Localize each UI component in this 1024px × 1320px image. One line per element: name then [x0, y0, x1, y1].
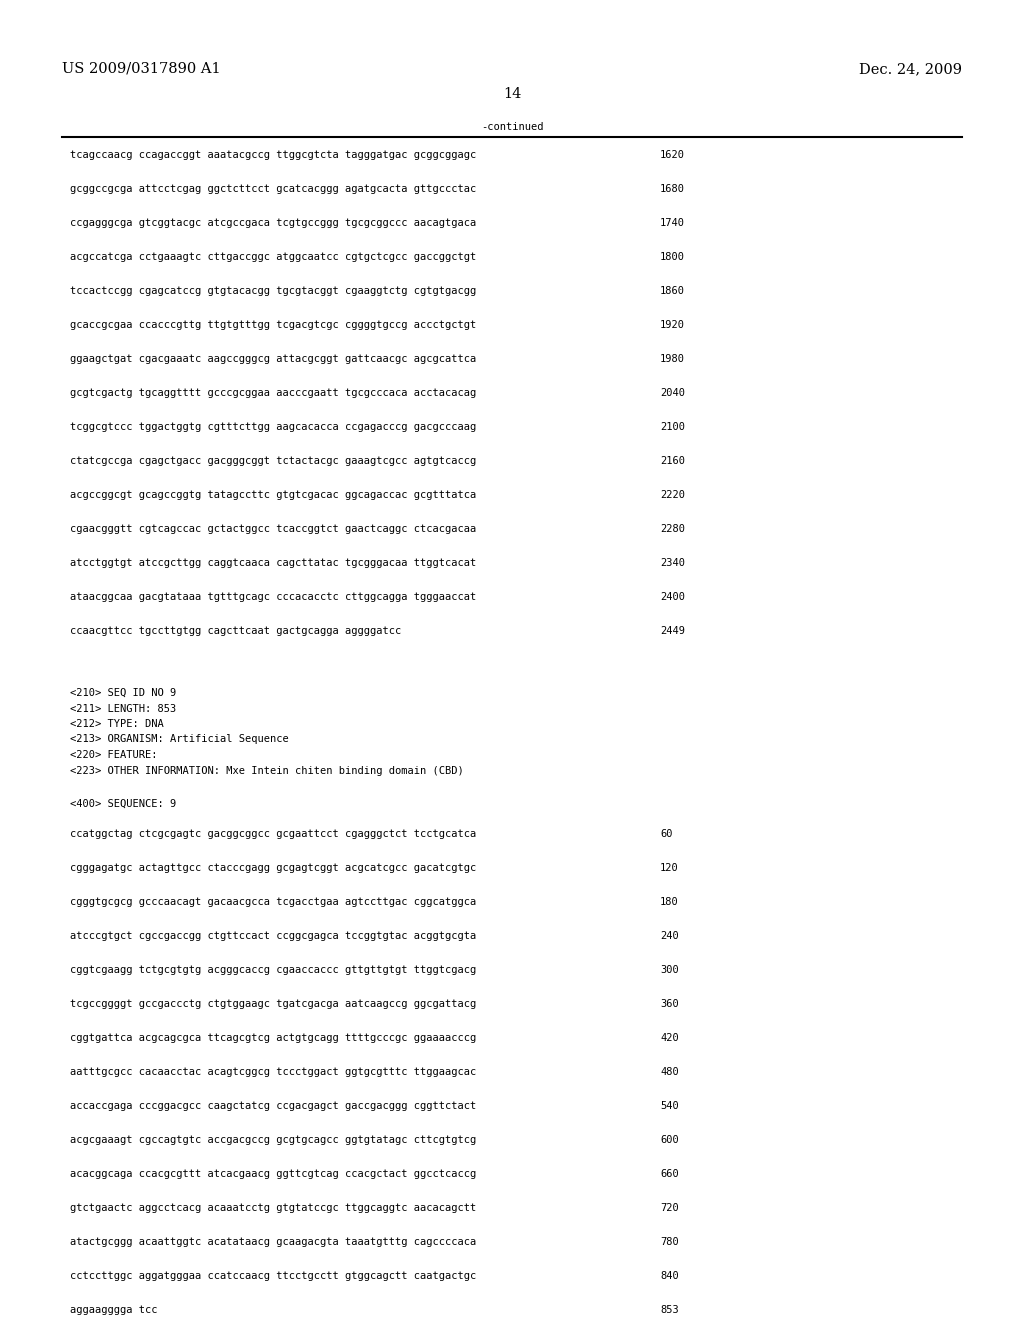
Text: 360: 360 [660, 999, 679, 1008]
Text: 720: 720 [660, 1203, 679, 1213]
Text: US 2009/0317890 A1: US 2009/0317890 A1 [62, 62, 220, 77]
Text: 1740: 1740 [660, 218, 685, 228]
Text: <400> SEQUENCE: 9: <400> SEQUENCE: 9 [70, 799, 176, 809]
Text: atactgcggg acaattggtc acatataacg gcaagacgta taaatgtttg cagccccaca: atactgcggg acaattggtc acatataacg gcaagac… [70, 1237, 476, 1247]
Text: <220> FEATURE:: <220> FEATURE: [70, 750, 158, 760]
Text: ccaacgttcc tgccttgtgg cagcttcaat gactgcagga aggggatcc: ccaacgttcc tgccttgtgg cagcttcaat gactgca… [70, 626, 401, 636]
Text: aggaagggga tcc: aggaagggga tcc [70, 1305, 158, 1315]
Text: cctccttggc aggatgggaa ccatccaacg ttcctgcctt gtggcagctt caatgactgc: cctccttggc aggatgggaa ccatccaacg ttcctgc… [70, 1271, 476, 1280]
Text: <210> SEQ ID NO 9: <210> SEQ ID NO 9 [70, 688, 176, 698]
Text: 2340: 2340 [660, 558, 685, 568]
Text: accaccgaga cccggacgcc caagctatcg ccgacgagct gaccgacggg cggttctact: accaccgaga cccggacgcc caagctatcg ccgacga… [70, 1101, 476, 1111]
Text: 2160: 2160 [660, 455, 685, 466]
Text: 2449: 2449 [660, 626, 685, 636]
Text: tcggcgtccc tggactggtg cgtttcttgg aagcacacca ccgagacccg gacgcccaag: tcggcgtccc tggactggtg cgtttcttgg aagcaca… [70, 422, 476, 432]
Text: atcctggtgt atccgcttgg caggtcaaca cagcttatac tgcgggacaa ttggtcacat: atcctggtgt atccgcttgg caggtcaaca cagctta… [70, 558, 476, 568]
Text: 120: 120 [660, 863, 679, 873]
Text: <213> ORGANISM: Artificial Sequence: <213> ORGANISM: Artificial Sequence [70, 734, 289, 744]
Text: acgcgaaagt cgccagtgtc accgacgccg gcgtgcagcc ggtgtatagc cttcgtgtcg: acgcgaaagt cgccagtgtc accgacgccg gcgtgca… [70, 1135, 476, 1144]
Text: tcgccggggt gccgaccctg ctgtggaagc tgatcgacga aatcaagccg ggcgattacg: tcgccggggt gccgaccctg ctgtggaagc tgatcga… [70, 999, 476, 1008]
Text: -continued: -continued [480, 121, 544, 132]
Text: <212> TYPE: DNA: <212> TYPE: DNA [70, 719, 164, 729]
Text: 1980: 1980 [660, 354, 685, 364]
Text: 2400: 2400 [660, 591, 685, 602]
Text: tccactccgg cgagcatccg gtgtacacgg tgcgtacggt cgaaggtctg cgtgtgacgg: tccactccgg cgagcatccg gtgtacacgg tgcgtac… [70, 286, 476, 296]
Text: cgggtgcgcg gcccaacagt gacaacgcca tcgacctgaa agtccttgac cggcatggca: cgggtgcgcg gcccaacagt gacaacgcca tcgacct… [70, 898, 476, 907]
Text: 600: 600 [660, 1135, 679, 1144]
Text: 240: 240 [660, 931, 679, 941]
Text: tcagccaacg ccagaccggt aaatacgccg ttggcgtcta tagggatgac gcggcggagc: tcagccaacg ccagaccggt aaatacgccg ttggcgt… [70, 150, 476, 160]
Text: 180: 180 [660, 898, 679, 907]
Text: 60: 60 [660, 829, 673, 840]
Text: cggtcgaagg tctgcgtgtg acgggcaccg cgaaccaccc gttgttgtgt ttggtcgacg: cggtcgaagg tctgcgtgtg acgggcaccg cgaacca… [70, 965, 476, 975]
Text: gtctgaactc aggcctcacg acaaatcctg gtgtatccgc ttggcaggtc aacacagctt: gtctgaactc aggcctcacg acaaatcctg gtgtatc… [70, 1203, 476, 1213]
Text: ataacggcaa gacgtataaa tgtttgcagc cccacacctc cttggcagga tgggaaccat: ataacggcaa gacgtataaa tgtttgcagc cccacac… [70, 591, 476, 602]
Text: 2280: 2280 [660, 524, 685, 535]
Text: 1680: 1680 [660, 183, 685, 194]
Text: 1860: 1860 [660, 286, 685, 296]
Text: acacggcaga ccacgcgttt atcacgaacg ggttcgtcag ccacgctact ggcctcaccg: acacggcaga ccacgcgttt atcacgaacg ggttcgt… [70, 1170, 476, 1179]
Text: 420: 420 [660, 1034, 679, 1043]
Text: 540: 540 [660, 1101, 679, 1111]
Text: 480: 480 [660, 1067, 679, 1077]
Text: 780: 780 [660, 1237, 679, 1247]
Text: ccatggctag ctcgcgagtc gacggcggcc gcgaattcct cgagggctct tcctgcatca: ccatggctag ctcgcgagtc gacggcggcc gcgaatt… [70, 829, 476, 840]
Text: gcaccgcgaa ccacccgttg ttgtgtttgg tcgacgtcgc cggggtgccg accctgctgt: gcaccgcgaa ccacccgttg ttgtgtttgg tcgacgt… [70, 319, 476, 330]
Text: 2220: 2220 [660, 490, 685, 500]
Text: 14: 14 [503, 87, 521, 102]
Text: cggtgattca acgcagcgca ttcagcgtcg actgtgcagg ttttgcccgc ggaaaacccg: cggtgattca acgcagcgca ttcagcgtcg actgtgc… [70, 1034, 476, 1043]
Text: <211> LENGTH: 853: <211> LENGTH: 853 [70, 704, 176, 714]
Text: 1800: 1800 [660, 252, 685, 261]
Text: aatttgcgcc cacaacctac acagtcggcg tccctggact ggtgcgtttc ttggaagcac: aatttgcgcc cacaacctac acagtcggcg tccctgg… [70, 1067, 476, 1077]
Text: gcgtcgactg tgcaggtttt gcccgcggaa aacccgaatt tgcgcccaca acctacacag: gcgtcgactg tgcaggtttt gcccgcggaa aacccga… [70, 388, 476, 399]
Text: 853: 853 [660, 1305, 679, 1315]
Text: <223> OTHER INFORMATION: Mxe Intein chiten binding domain (CBD): <223> OTHER INFORMATION: Mxe Intein chit… [70, 766, 464, 776]
Text: gcggccgcga attcctcgag ggctcttcct gcatcacggg agatgcacta gttgccctac: gcggccgcga attcctcgag ggctcttcct gcatcac… [70, 183, 476, 194]
Text: 2040: 2040 [660, 388, 685, 399]
Text: cgaacgggtt cgtcagccac gctactggcc tcaccggtct gaactcaggc ctcacgacaa: cgaacgggtt cgtcagccac gctactggcc tcaccgg… [70, 524, 476, 535]
Text: 1620: 1620 [660, 150, 685, 160]
Text: 1920: 1920 [660, 319, 685, 330]
Text: 2100: 2100 [660, 422, 685, 432]
Text: atcccgtgct cgccgaccgg ctgttccact ccggcgagca tccggtgtac acggtgcgta: atcccgtgct cgccgaccgg ctgttccact ccggcga… [70, 931, 476, 941]
Text: ggaagctgat cgacgaaatc aagccgggcg attacgcggt gattcaacgc agcgcattca: ggaagctgat cgacgaaatc aagccgggcg attacgc… [70, 354, 476, 364]
Text: 300: 300 [660, 965, 679, 975]
Text: acgccggcgt gcagccggtg tatagccttc gtgtcgacac ggcagaccac gcgtttatca: acgccggcgt gcagccggtg tatagccttc gtgtcga… [70, 490, 476, 500]
Text: ccgagggcga gtcggtacgc atcgccgaca tcgtgccggg tgcgcggccc aacagtgaca: ccgagggcga gtcggtacgc atcgccgaca tcgtgcc… [70, 218, 476, 228]
Text: acgccatcga cctgaaagtc cttgaccggc atggcaatcc cgtgctcgcc gaccggctgt: acgccatcga cctgaaagtc cttgaccggc atggcaa… [70, 252, 476, 261]
Text: cgggagatgc actagttgcc ctacccgagg gcgagtcggt acgcatcgcc gacatcgtgc: cgggagatgc actagttgcc ctacccgagg gcgagtc… [70, 863, 476, 873]
Text: Dec. 24, 2009: Dec. 24, 2009 [859, 62, 962, 77]
Text: 660: 660 [660, 1170, 679, 1179]
Text: 840: 840 [660, 1271, 679, 1280]
Text: ctatcgccga cgagctgacc gacgggcggt tctactacgc gaaagtcgcc agtgtcaccg: ctatcgccga cgagctgacc gacgggcggt tctacta… [70, 455, 476, 466]
